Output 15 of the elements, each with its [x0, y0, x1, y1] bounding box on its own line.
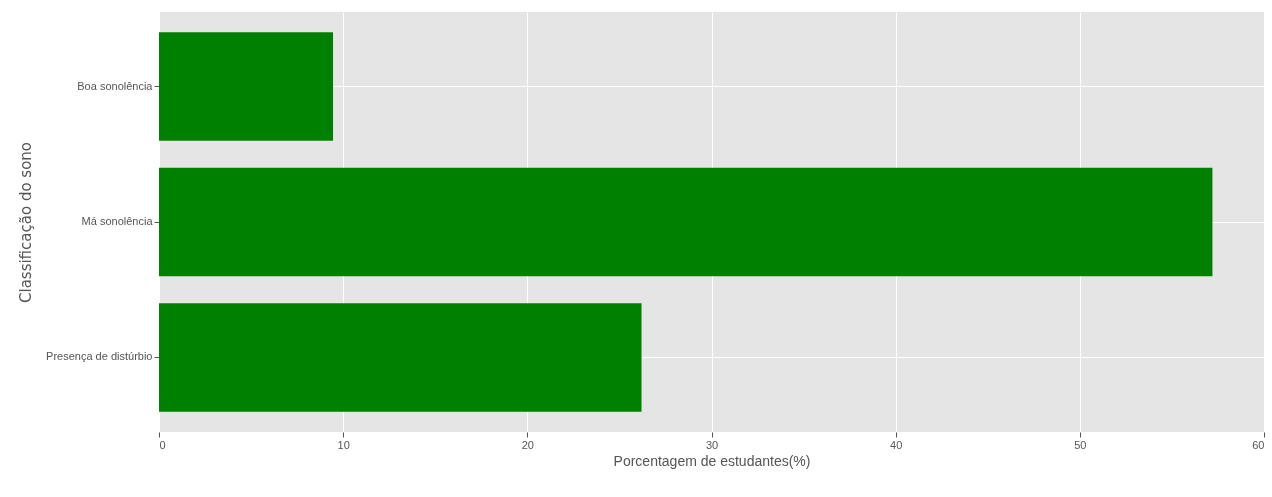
x-axis-title: Porcentagem de estudantes(%)	[613, 452, 811, 469]
bar	[159, 32, 334, 141]
bar	[159, 303, 642, 412]
y-tick-label: Presença de distúrbio	[46, 350, 153, 363]
x-tick-label: 20	[521, 438, 534, 451]
x-tick-label: 10	[337, 438, 350, 451]
x-tick-label: 50	[1074, 438, 1087, 451]
x-tick-label: 40	[890, 438, 903, 451]
x-tick-label: 30	[705, 438, 719, 451]
x-tick-label: 0	[159, 438, 166, 451]
y-tick-label: Má sonolência	[81, 215, 154, 227]
x-tick-label: 60	[1252, 438, 1265, 451]
bar	[159, 167, 1213, 277]
y-tick-label: Boa sonolência	[77, 79, 154, 92]
y-axis-title: Classificação do sono	[17, 141, 36, 304]
